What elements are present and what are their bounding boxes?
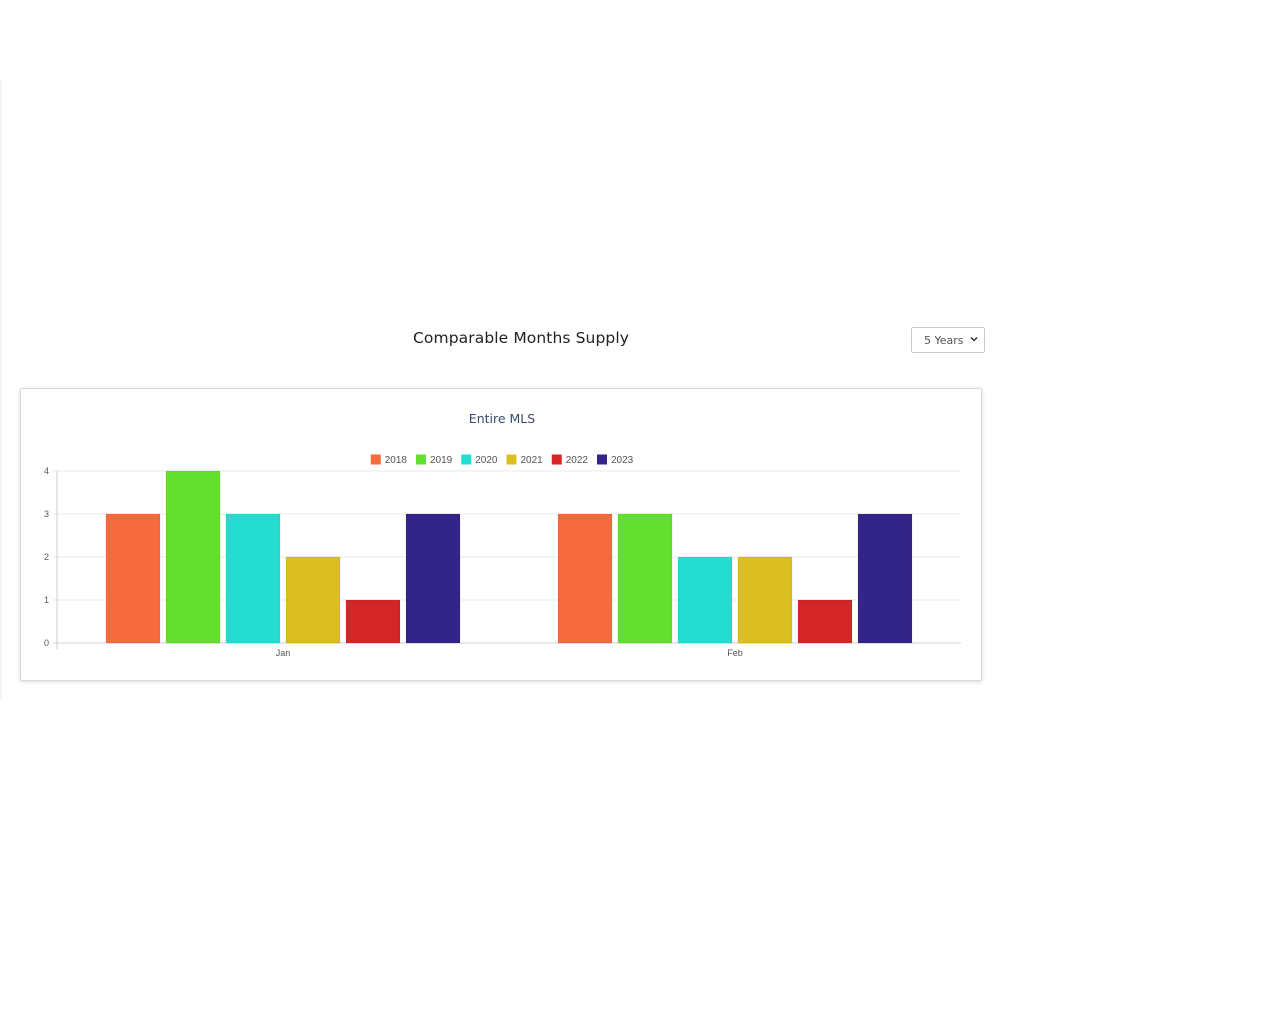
legend-swatch [370,454,381,465]
bar-feb-2018[interactable] [557,513,613,644]
chart-title: Entire MLS [469,411,535,426]
legend-item-2019[interactable]: 2019 [416,454,453,467]
legend-item-2021[interactable]: 2021 [506,454,544,467]
x-tick-label: Jan [276,648,291,658]
y-tick-label: 4 [44,466,49,476]
legend-item-2022[interactable]: 2022 [551,454,589,467]
bar-chart: Entire MLS 0 1 2 3 4 Jan Feb 2018 2019 2020 2021… [44,411,961,658]
y-tick-label: 0 [44,638,49,648]
legend-swatch [461,454,472,465]
legend-swatch [597,454,607,465]
x-tick-labels: Jan Feb [276,648,743,658]
section-title: Comparable Months Supply [413,329,630,347]
page-left-edge [0,80,2,700]
bar-feb-2019[interactable] [617,513,673,644]
legend: 2018 2019 2020 2021 2022 2023 [370,454,634,467]
legend-label: 2018 [385,455,408,466]
y-tick-labels: 0 1 2 3 4 [44,466,49,648]
y-tick-label: 1 [44,595,49,605]
bar-jan-2023[interactable] [405,513,461,644]
bar-feb-2020[interactable] [677,556,733,644]
bar-feb-2022[interactable] [797,599,853,644]
legend-swatch [416,454,426,465]
legend-label: 2019 [430,455,453,466]
legend-label: 2020 [475,455,498,466]
legend-label: 2022 [566,455,589,466]
range-select[interactable]: 5 Years [911,327,985,353]
range-select-value: 5 Years [924,334,964,347]
legend-item-2018[interactable]: 2018 [370,454,408,467]
y-tick-label: 2 [44,552,49,562]
bar-jan-2021[interactable] [285,556,341,644]
legend-label: 2023 [611,455,634,466]
x-tick-label: Feb [727,648,743,658]
legend-swatch [551,454,562,465]
bar-jan-2018[interactable] [105,513,161,644]
legend-label: 2021 [521,455,544,466]
bar-feb-2021[interactable] [737,556,793,644]
bar-jan-2022[interactable] [345,599,401,644]
chevron-down-icon [970,336,978,342]
chart-card: Entire MLS 0 1 2 3 4 Jan Feb 2018 2019 2020 2021… [20,388,982,681]
bar-jan-2019[interactable] [165,470,221,644]
legend-item-2020[interactable]: 2020 [461,454,498,467]
legend-item-2023[interactable]: 2023 [597,454,634,467]
bars [105,470,913,644]
bar-jan-2020[interactable] [225,513,281,644]
bar-feb-2023[interactable] [857,513,913,644]
legend-swatch [506,454,517,465]
y-tick-label: 3 [44,509,49,519]
